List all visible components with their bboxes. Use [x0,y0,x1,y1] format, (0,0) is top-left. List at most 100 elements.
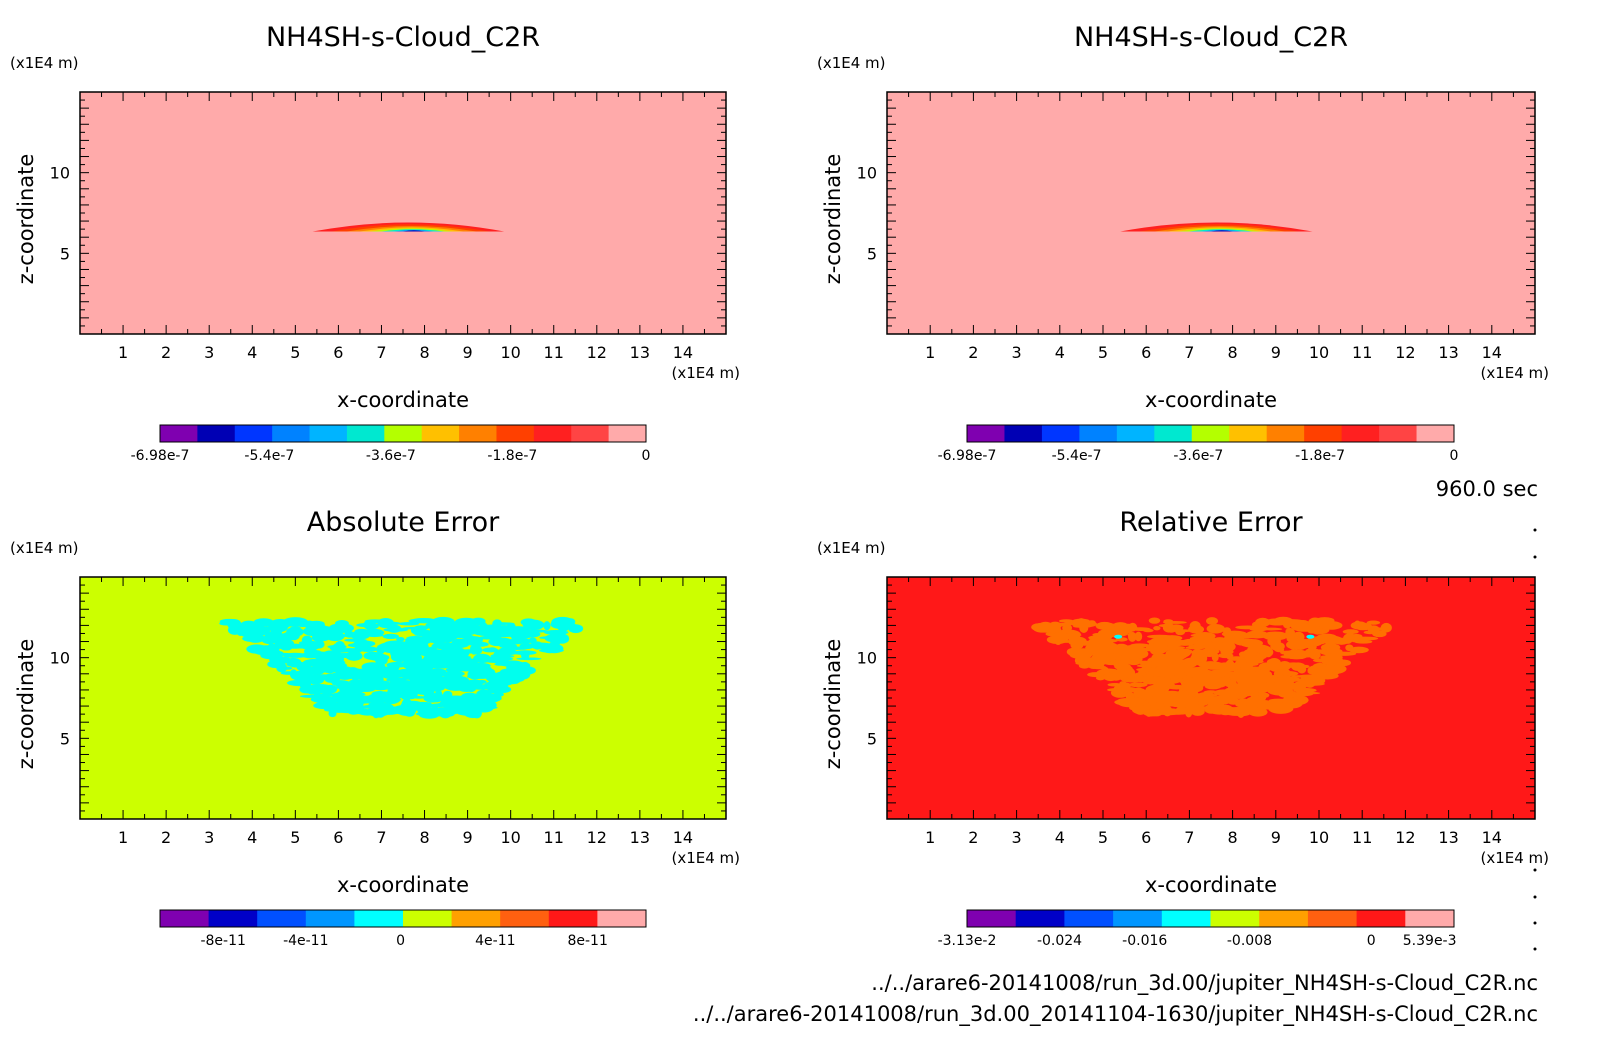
error-speck [473,628,497,636]
colorbar-segment [1079,425,1118,442]
colorbar-label: 8e-11 [567,933,607,949]
error-speck [1072,625,1092,628]
error-speck [402,626,424,630]
x-tick-label: 13 [1438,343,1458,362]
error-speck [507,662,518,667]
error-speck [1286,636,1299,643]
error-speck [366,674,384,685]
error-speck [1177,648,1193,655]
colorbar-segment [1405,910,1455,927]
error-speck [1288,692,1314,697]
error-speck [1145,643,1169,651]
error-speck [1296,663,1306,674]
error-speck [542,647,558,654]
error-speck [1125,691,1135,701]
x-tick-label: 14 [673,343,693,362]
y-axis-unit: (x1E4 m) [10,539,79,557]
error-speck [1240,689,1257,693]
error-speck [1297,639,1311,642]
margin-dot [1533,921,1537,925]
error-speck [1127,653,1141,660]
x-tick-label: 2 [161,343,171,362]
x-tick-label: 12 [587,828,607,847]
error-speck [338,666,353,676]
error-speck [302,658,328,667]
y-axis-label: z-coordinate [821,639,845,770]
chart-title: Relative Error [1119,507,1303,538]
error-speck [1216,698,1230,705]
colorbar-segment [208,910,258,927]
error-speck [1066,647,1083,657]
colorbar-segment [354,910,404,927]
error-speck [408,618,429,624]
error-speck [1191,652,1200,662]
error-speck [1189,705,1206,710]
error-speck [1147,676,1165,679]
error-speck [404,638,413,642]
error-speck [444,682,468,691]
colorbar-label: -6.98e-7 [938,448,997,464]
error-speck [1249,691,1259,698]
error-speck [1149,668,1163,677]
error-speck [422,676,444,686]
error-speck [471,641,489,647]
error-speck [429,694,455,701]
colorbar-segment [451,910,501,927]
colorbar-label: -0.008 [1227,933,1272,949]
error-speck [1088,635,1113,641]
colorbar-label: 0 [396,933,405,949]
x-tick-label: 1 [925,343,935,362]
time-label: 960.0 sec [1436,477,1538,501]
error-speck [1147,639,1160,644]
error-speck [1182,638,1199,644]
error-speck [544,634,565,643]
x-tick-label: 7 [376,828,386,847]
x-tick-label: 1 [118,343,128,362]
error-speck [1087,656,1111,664]
error-speck [435,690,443,697]
error-speck [1289,699,1307,705]
error-speck [1170,629,1193,633]
error-speck [269,629,283,638]
error-speck [1180,661,1203,666]
error-speck [355,638,364,649]
colorbar-segment [1154,425,1193,442]
error-speck [1037,629,1058,633]
y-tick-label: 10 [50,164,70,183]
error-speck [1260,627,1283,631]
error-speck [1239,638,1263,648]
colorbar-segment [272,425,311,442]
error-speck [469,695,477,703]
x-tick-label: 10 [1309,343,1329,362]
error-speck [492,619,502,628]
colorbar-label: -3.6e-7 [1173,448,1223,464]
error-speck [1353,620,1361,629]
error-speck [390,681,414,692]
x-axis-label: x-coordinate [337,388,469,412]
x-tick-label: 11 [544,828,564,847]
error-speck [1321,635,1343,645]
x-tick-label: 3 [204,828,214,847]
error-speck [483,680,509,692]
error-speck [495,677,522,683]
x-tick-label: 7 [1184,828,1194,847]
colorbar-segment [403,910,453,927]
error-speck [1280,654,1302,659]
error-speck [1193,670,1220,676]
error-speck [315,641,324,645]
error-speck [282,652,308,658]
colorbar-frame [966,424,1455,443]
error-speck [1231,663,1239,667]
error-speck [318,703,337,708]
colorbar-segment [309,425,348,442]
error-speck [1220,648,1234,655]
error-speck [382,696,391,700]
error-speck [1309,650,1321,660]
colorbar-segment [571,425,610,442]
error-speck [1148,617,1161,624]
y-tick-label: 5 [60,244,70,263]
error-speck [447,667,469,672]
colorbar-segment [548,910,598,927]
error-speck [337,648,363,653]
error-speck [373,701,385,705]
